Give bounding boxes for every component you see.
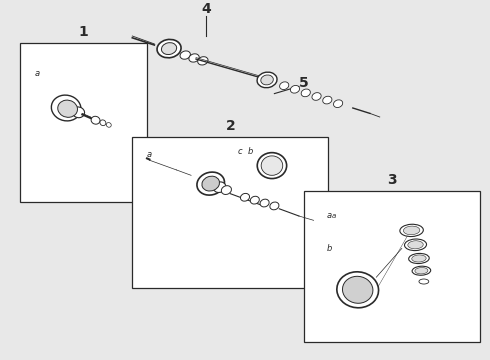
Text: c: c <box>238 147 243 156</box>
Text: 3: 3 <box>387 173 397 187</box>
Ellipse shape <box>197 172 224 195</box>
Text: 1: 1 <box>78 26 88 39</box>
Ellipse shape <box>343 276 373 303</box>
Ellipse shape <box>180 51 191 59</box>
Ellipse shape <box>257 153 287 179</box>
Bar <box>304 191 480 342</box>
Bar <box>132 137 328 288</box>
Ellipse shape <box>270 202 279 210</box>
Ellipse shape <box>100 120 106 126</box>
Ellipse shape <box>301 89 310 97</box>
Ellipse shape <box>415 267 428 274</box>
Ellipse shape <box>157 39 181 58</box>
Ellipse shape <box>412 266 431 275</box>
Ellipse shape <box>334 100 343 108</box>
Ellipse shape <box>291 85 299 93</box>
Ellipse shape <box>91 116 100 124</box>
Ellipse shape <box>257 72 277 88</box>
Ellipse shape <box>323 96 332 104</box>
Ellipse shape <box>202 176 220 191</box>
Ellipse shape <box>261 156 283 175</box>
Ellipse shape <box>221 186 231 194</box>
Text: a: a <box>147 150 152 159</box>
Ellipse shape <box>189 54 199 62</box>
Text: a: a <box>327 211 332 220</box>
Ellipse shape <box>337 272 379 308</box>
Text: b: b <box>327 244 332 253</box>
Ellipse shape <box>51 95 81 121</box>
Ellipse shape <box>260 199 269 207</box>
Ellipse shape <box>412 255 426 262</box>
Ellipse shape <box>400 224 423 237</box>
Bar <box>20 43 147 202</box>
Ellipse shape <box>161 42 177 55</box>
Ellipse shape <box>419 279 429 284</box>
Ellipse shape <box>312 93 321 100</box>
Ellipse shape <box>250 196 259 204</box>
Text: 5: 5 <box>299 76 309 90</box>
Text: a: a <box>34 69 39 78</box>
Ellipse shape <box>106 123 111 127</box>
Text: 4: 4 <box>201 2 211 16</box>
Ellipse shape <box>280 82 289 90</box>
Ellipse shape <box>261 75 273 85</box>
Text: 2: 2 <box>225 119 235 133</box>
Text: b: b <box>247 147 252 156</box>
Ellipse shape <box>213 182 226 193</box>
Ellipse shape <box>403 226 420 235</box>
Text: a: a <box>332 213 336 219</box>
Ellipse shape <box>405 239 426 251</box>
Ellipse shape <box>72 107 85 118</box>
Ellipse shape <box>241 193 249 201</box>
Ellipse shape <box>58 100 77 117</box>
Ellipse shape <box>408 241 423 249</box>
Ellipse shape <box>197 57 208 65</box>
Ellipse shape <box>409 253 429 264</box>
